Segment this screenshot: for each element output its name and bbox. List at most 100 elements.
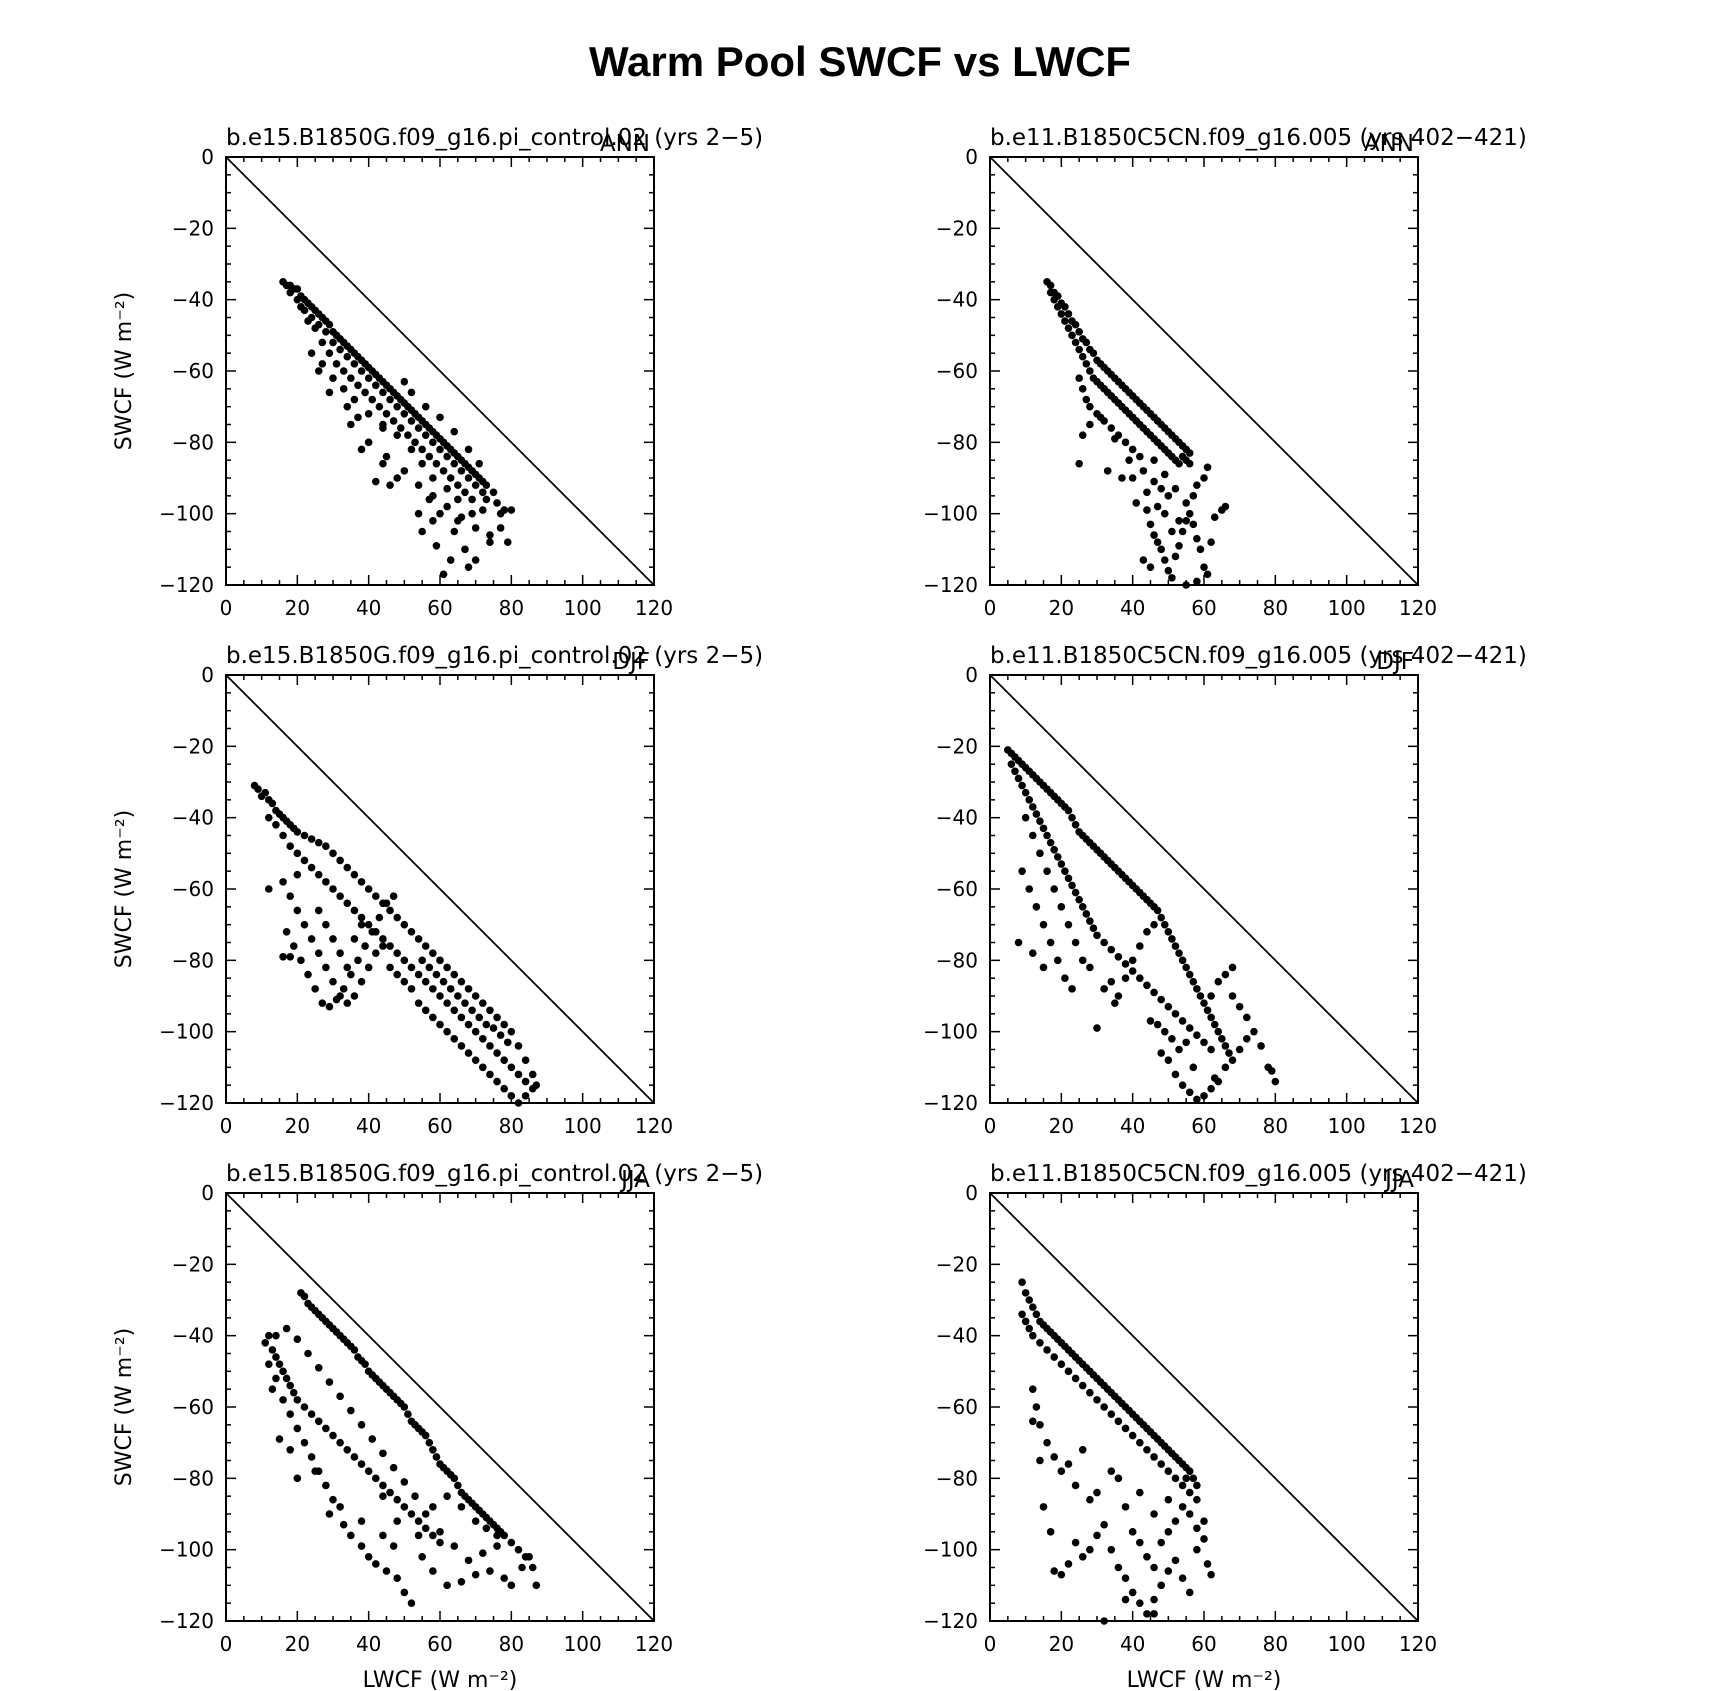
scatter-point: [1032, 810, 1041, 818]
scatter-point: [1050, 885, 1058, 893]
scatter-point: [468, 495, 476, 504]
scatter-point: [1243, 1035, 1251, 1043]
scatter-point: [318, 338, 327, 347]
scatter-point: [1114, 1417, 1123, 1426]
scatter-point: [479, 1549, 487, 1558]
scatter-point: [1029, 949, 1037, 957]
scatter-point: [1168, 574, 1176, 582]
scatter-point: [354, 413, 362, 422]
scatter-points: [250, 781, 541, 1107]
scatter-point: [1153, 538, 1162, 546]
scatter-point: [1189, 1063, 1198, 1072]
scatter-point: [336, 1392, 344, 1401]
scatter-point: [471, 1027, 480, 1036]
scatter-point: [436, 445, 444, 454]
scatter-point: [1193, 577, 1201, 586]
scatter-point: [429, 474, 437, 482]
y-tick-label: −100: [923, 502, 978, 526]
scatter-point: [1128, 474, 1137, 482]
scatter-point: [364, 885, 373, 893]
scatter-point: [461, 488, 469, 497]
scatter-point: [489, 1024, 498, 1032]
scatter-point: [1121, 1574, 1130, 1582]
scatter-point: [450, 527, 459, 536]
scatter-point: [464, 563, 473, 571]
scatter-point: [1057, 903, 1066, 911]
scatter-point: [282, 1374, 291, 1383]
scatter-point: [1200, 1038, 1208, 1047]
scatter-point: [357, 977, 366, 986]
scatter-point: [300, 831, 309, 840]
scatter-point: [382, 410, 391, 418]
scatter-point: [336, 892, 344, 900]
scatter-point: [421, 942, 430, 950]
x-tick-label: 60: [427, 1632, 452, 1656]
scatter-point: [1053, 853, 1062, 861]
scatter-point: [307, 1453, 316, 1461]
scatter-point: [1136, 452, 1144, 461]
scatter-point: [507, 1581, 516, 1590]
scatter-point: [1071, 821, 1080, 829]
x-tick-label: 100: [564, 1632, 602, 1656]
scatter-point: [350, 1453, 359, 1461]
scatter-point: [1193, 985, 1201, 993]
scatter-point: [1210, 1020, 1219, 1029]
scatter-point: [314, 838, 323, 847]
scatter-point: [404, 431, 412, 440]
scatter-point: [450, 427, 459, 436]
scatter-point: [493, 1013, 501, 1022]
y-tick-label: −20: [172, 216, 214, 240]
scatter-point: [1146, 520, 1155, 529]
season-label: JJA: [1383, 1167, 1414, 1193]
scatter-point: [329, 1495, 337, 1504]
scatter-point: [282, 928, 291, 936]
scatter-point: [1203, 1006, 1212, 1015]
y-tick-label: −100: [159, 1020, 214, 1044]
scatter-point: [471, 556, 480, 564]
scatter-point: [314, 1363, 323, 1372]
scatter-point: [311, 324, 319, 333]
scatter-point: [343, 999, 352, 1007]
scatter-point: [1193, 1031, 1201, 1040]
scatter-point: [282, 1324, 291, 1333]
scatter-point: [307, 835, 316, 843]
x-tick-label: 0: [984, 1114, 997, 1138]
scatter-point: [1011, 767, 1019, 776]
scatter-point: [1157, 913, 1165, 922]
scatter-point: [1043, 831, 1051, 840]
scatter-point: [1061, 303, 1069, 311]
scatter-point: [307, 935, 316, 943]
scatter-point: [372, 477, 380, 486]
scatter-point: [1121, 1424, 1130, 1433]
scatter-point: [379, 935, 387, 943]
scatter-point: [528, 1084, 537, 1093]
scatter-point: [339, 385, 348, 393]
x-tick-label: 80: [499, 1114, 524, 1138]
scatter-point: [1078, 352, 1087, 361]
scatter-point: [368, 395, 377, 404]
scatter-point: [418, 459, 426, 468]
scatter-point: [414, 481, 423, 489]
scatter-point: [1103, 467, 1112, 475]
scatter-point: [329, 374, 337, 382]
scatter-point: [1136, 942, 1144, 950]
scatter-point: [1071, 1374, 1080, 1383]
scatter-point: [436, 956, 444, 965]
scatter-point: [414, 935, 423, 943]
scatter-point: [1221, 1042, 1230, 1050]
scatter-point: [339, 985, 348, 993]
x-tick-label: 80: [1263, 596, 1288, 620]
scatter-point: [1093, 1024, 1101, 1032]
reference-line: [225, 1192, 655, 1622]
scatter-point: [1157, 545, 1165, 554]
scatter-point: [457, 467, 466, 475]
scatter-point: [450, 970, 459, 979]
scatter-point: [1143, 928, 1151, 936]
scatter-point: [293, 1335, 302, 1344]
scatter-point: [1207, 1013, 1215, 1022]
scatter-point: [439, 570, 448, 579]
scatter-point: [307, 1410, 316, 1418]
scatter-point: [500, 1084, 509, 1093]
